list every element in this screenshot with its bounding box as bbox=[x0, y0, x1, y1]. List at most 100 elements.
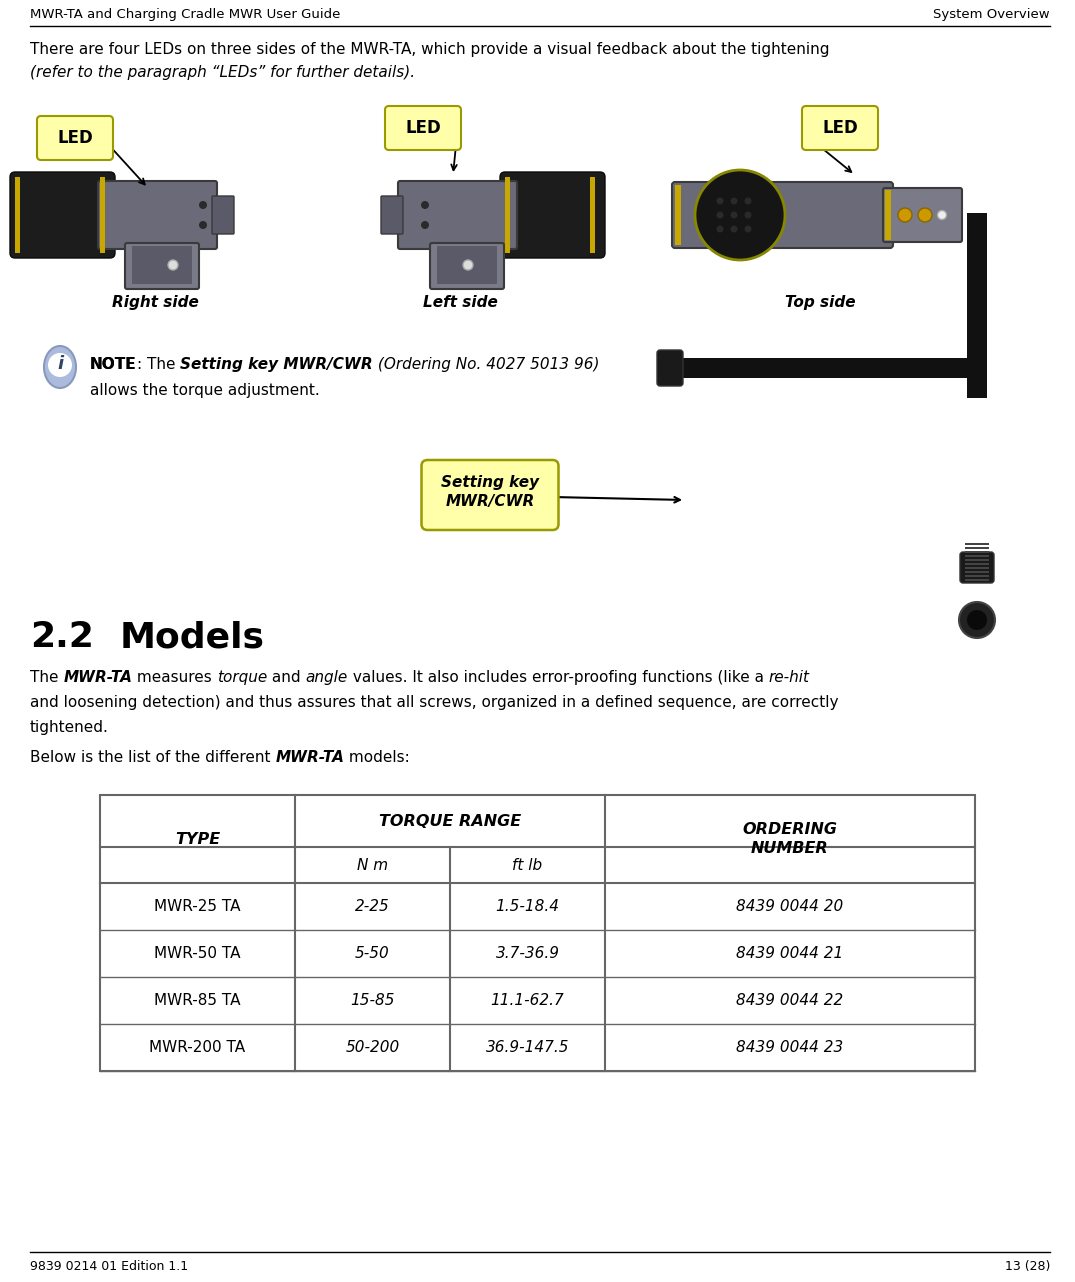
Text: LED: LED bbox=[405, 119, 441, 137]
FancyBboxPatch shape bbox=[10, 172, 115, 258]
Text: LED: LED bbox=[57, 129, 92, 147]
Bar bbox=[965, 559, 989, 562]
FancyBboxPatch shape bbox=[421, 460, 559, 529]
Text: MWR-TA: MWR-TA bbox=[275, 750, 344, 765]
Text: MWR-TA and Charging Cradle MWR User Guide: MWR-TA and Charging Cradle MWR User Guid… bbox=[30, 8, 341, 21]
Text: 9839 0214 01 Edition 1.1: 9839 0214 01 Edition 1.1 bbox=[30, 1260, 188, 1273]
Circle shape bbox=[168, 260, 178, 271]
Circle shape bbox=[968, 610, 987, 629]
Text: : The: : The bbox=[137, 356, 180, 372]
Text: and loosening detection) and thus assures that all screws, organized in a define: and loosening detection) and thus assure… bbox=[30, 695, 838, 710]
Text: 36.9-147.5: 36.9-147.5 bbox=[486, 1040, 570, 1055]
Circle shape bbox=[48, 353, 72, 377]
Text: 2.2: 2.2 bbox=[30, 620, 94, 654]
Bar bbox=[965, 567, 989, 569]
Text: TYPE: TYPE bbox=[175, 832, 220, 846]
FancyBboxPatch shape bbox=[430, 244, 504, 288]
Text: 50-200: 50-200 bbox=[345, 1040, 400, 1055]
Circle shape bbox=[717, 226, 723, 232]
Circle shape bbox=[199, 221, 207, 229]
Bar bbox=[15, 177, 20, 253]
Text: MWR-TA: MWR-TA bbox=[63, 670, 132, 685]
Text: 8439 0044 21: 8439 0044 21 bbox=[736, 946, 844, 962]
FancyBboxPatch shape bbox=[657, 350, 683, 386]
Circle shape bbox=[918, 208, 932, 222]
Text: System Overview: System Overview bbox=[933, 8, 1050, 21]
Circle shape bbox=[199, 201, 207, 209]
Circle shape bbox=[696, 171, 785, 260]
Text: 13 (28): 13 (28) bbox=[1005, 1260, 1050, 1273]
Text: MWR-85 TA: MWR-85 TA bbox=[154, 994, 241, 1008]
Bar bbox=[965, 547, 989, 549]
Circle shape bbox=[898, 208, 912, 222]
Bar bbox=[965, 563, 989, 565]
FancyBboxPatch shape bbox=[802, 106, 878, 150]
Bar bbox=[100, 177, 105, 253]
Text: NOTE: NOTE bbox=[90, 356, 137, 372]
Text: MWR-200 TA: MWR-200 TA bbox=[149, 1040, 245, 1055]
Text: allows the torque adjustment.: allows the torque adjustment. bbox=[90, 383, 319, 397]
FancyBboxPatch shape bbox=[125, 244, 199, 288]
Text: angle: angle bbox=[305, 670, 348, 685]
Circle shape bbox=[731, 212, 737, 218]
Text: Right side: Right side bbox=[112, 295, 199, 310]
Bar bbox=[590, 177, 594, 253]
Circle shape bbox=[937, 210, 946, 219]
Circle shape bbox=[463, 260, 473, 271]
Text: 5-50: 5-50 bbox=[355, 946, 390, 962]
Text: torque: torque bbox=[217, 670, 267, 685]
Text: Setting key
MWR/CWR: Setting key MWR/CWR bbox=[441, 476, 539, 509]
Text: N m: N m bbox=[357, 858, 388, 873]
Text: 8439 0044 20: 8439 0044 20 bbox=[736, 899, 844, 914]
Text: Left side: Left side bbox=[422, 295, 498, 310]
Text: Models: Models bbox=[120, 620, 266, 654]
Ellipse shape bbox=[44, 346, 76, 388]
Text: Top side: Top side bbox=[785, 295, 856, 310]
Bar bbox=[965, 576, 989, 577]
FancyBboxPatch shape bbox=[132, 246, 192, 285]
Text: NOTE: NOTE bbox=[90, 356, 137, 372]
Text: Below is the list of the different: Below is the list of the different bbox=[30, 750, 275, 765]
FancyBboxPatch shape bbox=[960, 553, 994, 583]
Circle shape bbox=[745, 212, 751, 218]
Bar bbox=[675, 358, 985, 378]
Text: The: The bbox=[30, 670, 63, 685]
Text: tightened.: tightened. bbox=[30, 720, 109, 735]
Bar bbox=[965, 579, 989, 581]
FancyBboxPatch shape bbox=[398, 181, 517, 249]
Circle shape bbox=[731, 226, 737, 232]
Text: 15-85: 15-85 bbox=[350, 994, 395, 1008]
Bar bbox=[965, 555, 989, 556]
Text: Setting key MWR/CWR: Setting key MWR/CWR bbox=[180, 356, 373, 372]
Text: LED: LED bbox=[822, 119, 858, 137]
Bar bbox=[968, 213, 987, 397]
FancyBboxPatch shape bbox=[883, 188, 962, 242]
Text: 8439 0044 23: 8439 0044 23 bbox=[736, 1040, 844, 1055]
Text: ORDERING
NUMBER: ORDERING NUMBER bbox=[743, 822, 837, 856]
Text: i: i bbox=[57, 355, 63, 373]
Text: TORQUE RANGE: TORQUE RANGE bbox=[379, 814, 521, 828]
Circle shape bbox=[745, 197, 751, 205]
Bar bbox=[100, 795, 975, 1070]
Text: measures: measures bbox=[132, 670, 217, 685]
Text: There are four LEDs on three sides of the MWR-TA, which provide a visual feedbac: There are four LEDs on three sides of th… bbox=[30, 42, 830, 56]
Text: 3.7-36.9: 3.7-36.9 bbox=[496, 946, 559, 962]
Circle shape bbox=[421, 201, 429, 209]
Circle shape bbox=[421, 221, 429, 229]
FancyBboxPatch shape bbox=[672, 182, 893, 247]
Circle shape bbox=[731, 197, 737, 205]
FancyBboxPatch shape bbox=[212, 196, 234, 235]
Bar bbox=[965, 570, 989, 573]
Bar bbox=[885, 190, 891, 240]
Text: re-hit: re-hit bbox=[769, 670, 809, 685]
Bar bbox=[675, 185, 680, 245]
Text: (Ordering No. 4027 5013 96): (Ordering No. 4027 5013 96) bbox=[373, 356, 599, 372]
Circle shape bbox=[717, 197, 723, 205]
FancyBboxPatch shape bbox=[37, 115, 113, 160]
Text: 11.1-62.7: 11.1-62.7 bbox=[490, 994, 564, 1008]
Bar bbox=[965, 544, 989, 545]
FancyBboxPatch shape bbox=[500, 172, 605, 258]
Text: 2-25: 2-25 bbox=[355, 899, 390, 914]
Text: (refer to the paragraph “LEDs” for further details).: (refer to the paragraph “LEDs” for furth… bbox=[30, 65, 415, 79]
Circle shape bbox=[717, 212, 723, 218]
